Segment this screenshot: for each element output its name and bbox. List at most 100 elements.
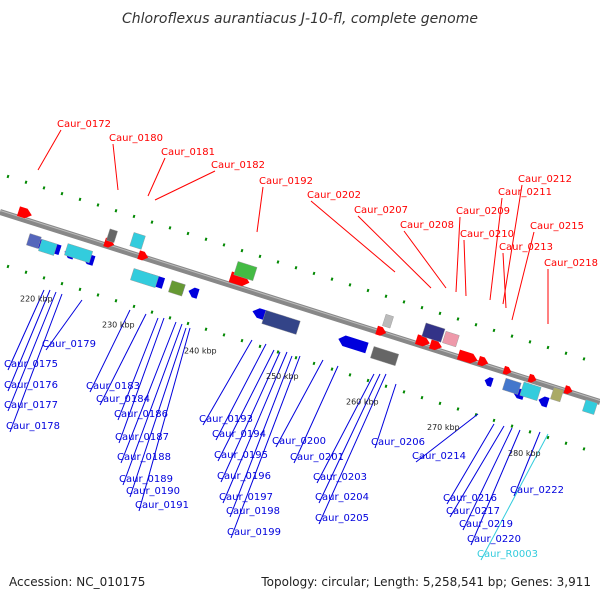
reverse-gene-label: Caur_0178: [6, 421, 60, 432]
reverse-gene-label: Caur_0195: [214, 450, 268, 461]
gene-leader-line: [470, 429, 521, 546]
tick-mark-outer: [78, 197, 82, 202]
gene-leader-line: [99, 313, 147, 406]
reverse-gene-label: Caur_0214: [412, 451, 466, 462]
reverse-gene-label: Caur_0204: [315, 492, 369, 503]
reverse-gene-label: Caur_0205: [315, 513, 369, 524]
tick-mark-outer: [402, 300, 406, 304]
forward-gene-label: Caur_0180: [109, 133, 163, 144]
forward-gene-label: Caur_0192: [259, 176, 313, 187]
scale-label: 250 kbp: [266, 372, 299, 381]
gene-leader-line: [7, 289, 51, 392]
forward-gene-block: [414, 334, 430, 347]
scale-label: 220 kbp: [20, 294, 53, 303]
reverse-gene-label: Caur_0220: [467, 534, 521, 545]
gene-block: [550, 387, 564, 403]
tick-mark-outer: [204, 237, 208, 241]
forward-gene-label: Caur_0218: [544, 258, 598, 269]
forward-gene-label: Caur_0210: [460, 229, 514, 240]
gene-block: [519, 381, 542, 401]
backbone-highlight: [0, 210, 600, 401]
forward-gene-label: Caur_0212: [518, 174, 572, 185]
gene-leader-line: [138, 327, 191, 512]
forward-gene-label: Caur_0182: [211, 160, 265, 171]
gene-block: [38, 239, 58, 256]
gene-leader-line: [357, 215, 432, 289]
forward-gene-label: Caur_0207: [354, 205, 408, 216]
tick-mark-inner: [456, 407, 460, 411]
reverse-gene-label: Caur_0183: [86, 381, 140, 392]
gene-leader-line: [202, 339, 253, 426]
accession-text: Accession: NC_010175: [9, 575, 145, 589]
tick-mark-outer: [456, 317, 460, 321]
tick-mark-inner: [564, 441, 568, 445]
tick-mark-inner: [204, 327, 208, 331]
tick-mark-outer: [528, 340, 532, 344]
gene-block: [130, 268, 160, 288]
tick-mark-inner: [96, 293, 100, 297]
gene-leader-line: [374, 383, 397, 449]
tick-mark-outer: [6, 174, 10, 179]
tick-mark-outer: [474, 323, 478, 327]
reverse-gene-label: Caur_0193: [199, 414, 253, 425]
reverse-gene-label: Caur_0184: [96, 394, 150, 405]
tick-mark-outer: [582, 357, 586, 361]
gene-block: [129, 232, 146, 250]
reverse-gene-block: [538, 396, 550, 408]
forward-gene-block: [563, 385, 573, 395]
reverse-gene-label: Caur_0197: [219, 492, 273, 503]
gene-leader-line: [9, 293, 63, 433]
scale-label: 240 kbp: [184, 346, 217, 355]
tick-mark-outer: [186, 231, 190, 236]
gene-leader-line: [117, 317, 159, 421]
forward-gene-block: [456, 349, 478, 364]
tick-mark-inner: [294, 356, 298, 360]
tick-mark-inner: [186, 321, 190, 326]
reverse-gene-label: Caur_0217: [446, 506, 500, 517]
gene-leader-line: [112, 143, 119, 191]
tick-mark-inner: [168, 316, 172, 320]
reverse-gene-label: Caur_0190: [126, 486, 180, 497]
reverse-gene-block: [338, 335, 369, 354]
tick-mark-inner: [510, 424, 514, 428]
gene-leader-line: [316, 373, 375, 484]
tick-mark-outer: [492, 328, 496, 333]
backbone-line: [0, 209, 600, 405]
gene-leader-line: [415, 413, 479, 463]
tick-mark-inner: [402, 390, 406, 394]
tick-mark-inner: [24, 270, 28, 274]
gene-leader-line: [310, 200, 396, 273]
gene-block: [26, 233, 42, 249]
gene-leader-line: [511, 231, 535, 321]
tick-mark-inner: [366, 378, 370, 383]
gene-leader-line: [37, 129, 62, 171]
reverse-gene-block: [484, 377, 494, 387]
gene-leader-line: [229, 355, 293, 518]
scale-label: 270 kbp: [427, 423, 460, 432]
tick-mark-outer: [258, 254, 262, 259]
gene-leader-line: [129, 327, 187, 498]
tick-mark-outer: [330, 277, 334, 281]
tick-mark-inner: [258, 344, 262, 349]
tick-mark-inner: [582, 447, 586, 451]
forward-gene-block: [137, 250, 149, 261]
gene-leader-line: [230, 355, 301, 539]
tick-mark-inner: [492, 418, 496, 423]
gene-leader-line: [489, 197, 503, 301]
tick-mark-outer: [150, 220, 154, 224]
forward-gene-block: [375, 325, 387, 336]
tick-mark-outer: [438, 311, 442, 316]
gene-leader-line: [455, 216, 461, 293]
gene-block: [106, 228, 118, 243]
reverse-gene-block: [188, 287, 200, 299]
tick-mark-outer: [384, 294, 388, 298]
tick-mark-outer: [366, 288, 370, 293]
gene-leader-line: [463, 239, 467, 297]
gene-leader-line: [220, 351, 281, 483]
gene-leader-line: [275, 359, 324, 448]
rna-gene-label: Caur_R0003: [477, 549, 538, 560]
reverse-gene-label: Caur_0191: [135, 500, 189, 511]
tick-mark-outer: [24, 180, 28, 184]
scale-label: 260 kbp: [346, 398, 379, 407]
tick-mark-outer: [222, 243, 226, 247]
